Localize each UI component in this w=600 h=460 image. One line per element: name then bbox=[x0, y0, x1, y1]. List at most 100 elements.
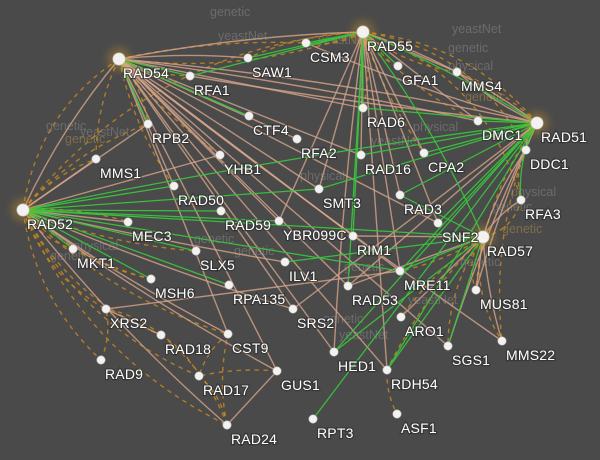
node-MEC3[interactable] bbox=[123, 217, 133, 227]
edge-yeastNet bbox=[22, 58, 120, 211]
node-CST9[interactable] bbox=[223, 329, 233, 339]
node-CTF4[interactable] bbox=[244, 111, 254, 121]
edge-physical bbox=[118, 58, 221, 156]
node-label-RIM1: RIM1 bbox=[357, 242, 391, 258]
edge-genetic bbox=[447, 236, 484, 347]
node-label-RAD16: RAD16 bbox=[365, 161, 411, 177]
edge-physical bbox=[118, 58, 364, 109]
edge-physical bbox=[22, 58, 120, 211]
node-label-CST9: CST9 bbox=[232, 340, 269, 356]
node-RPA135[interactable] bbox=[224, 280, 234, 290]
edge-physical bbox=[118, 58, 294, 310]
watermark-text: yeastNet bbox=[339, 328, 389, 342]
node-ILV1[interactable] bbox=[280, 257, 290, 267]
edge-genetic bbox=[360, 122, 538, 156]
edge-genetic bbox=[22, 209, 484, 238]
edge-genetic bbox=[333, 236, 484, 353]
node-RAD51[interactable] bbox=[530, 116, 544, 130]
node-YBR099C[interactable] bbox=[274, 216, 284, 226]
node-MMS4[interactable] bbox=[452, 67, 462, 77]
node-MRE11[interactable] bbox=[395, 266, 405, 276]
node-RAD54[interactable] bbox=[112, 52, 126, 66]
edge-genetic bbox=[362, 31, 484, 238]
node-DDC1[interactable] bbox=[521, 145, 531, 155]
node-SAW1[interactable] bbox=[243, 53, 253, 63]
edge-layer-genetic bbox=[22, 31, 538, 420]
node-SGS1[interactable] bbox=[443, 341, 453, 351]
node-SMT3[interactable] bbox=[314, 184, 324, 194]
node-GUS1[interactable] bbox=[272, 366, 282, 376]
edge-physical bbox=[333, 31, 364, 353]
node-CPA2[interactable] bbox=[419, 148, 429, 158]
node-SLX5[interactable] bbox=[191, 246, 201, 256]
node-RAD16[interactable] bbox=[356, 150, 366, 160]
node-RAD50[interactable] bbox=[169, 181, 179, 191]
node-GFA1[interactable] bbox=[393, 61, 403, 71]
node-MMS1[interactable] bbox=[91, 154, 101, 164]
node-RPT3[interactable] bbox=[308, 414, 318, 424]
edge-yeastNet bbox=[482, 199, 522, 238]
node-label-MRE11: MRE11 bbox=[404, 277, 451, 293]
node-SRS2[interactable] bbox=[288, 304, 298, 314]
node-RFA2[interactable] bbox=[292, 134, 302, 144]
edge-yeastNet bbox=[470, 236, 484, 291]
node-MMS22[interactable] bbox=[497, 336, 507, 346]
edge-genetic bbox=[399, 122, 538, 272]
node-SNF2[interactable] bbox=[433, 218, 443, 228]
node-label-CTF4: CTF4 bbox=[253, 122, 289, 138]
node-RAD53[interactable] bbox=[343, 281, 353, 291]
edge-yeastNet bbox=[22, 209, 102, 361]
node-MUS81[interactable] bbox=[471, 285, 481, 295]
node-label-HED1: HED1 bbox=[338, 358, 376, 374]
node-label-MUS81: MUS81 bbox=[480, 296, 528, 312]
node-label-SMT3: SMT3 bbox=[323, 195, 361, 211]
node-RPB2[interactable] bbox=[143, 119, 153, 129]
node-label-RDH54: RDH54 bbox=[391, 376, 438, 392]
node-label-SRS2: SRS2 bbox=[297, 315, 334, 331]
edge-genetic bbox=[362, 107, 538, 124]
edge-yeastNet bbox=[198, 375, 228, 426]
node-RAD57[interactable] bbox=[476, 230, 490, 244]
node-RAD6[interactable] bbox=[358, 103, 368, 113]
edge-physical bbox=[118, 31, 364, 60]
node-ASF1[interactable] bbox=[392, 409, 402, 419]
node-YHB1[interactable] bbox=[215, 150, 225, 160]
edge-physical bbox=[347, 236, 484, 287]
edge-genetic bbox=[189, 31, 364, 77]
node-label-RAD57: RAD57 bbox=[487, 243, 533, 259]
node-RAD18[interactable] bbox=[156, 330, 166, 340]
node-RDH54[interactable] bbox=[382, 365, 392, 375]
node-RAD52[interactable] bbox=[16, 203, 30, 217]
node-DMC1[interactable] bbox=[473, 116, 483, 126]
node-RAD24[interactable] bbox=[222, 420, 232, 430]
edge-genetic bbox=[22, 185, 175, 211]
node-label-MMS4: MMS4 bbox=[461, 78, 502, 94]
node-ARO1[interactable] bbox=[396, 312, 406, 322]
edge-yeastNet bbox=[118, 58, 191, 77]
node-RAD55[interactable] bbox=[356, 25, 370, 39]
node-label-RAD6: RAD6 bbox=[367, 114, 405, 130]
node-RAD9[interactable] bbox=[96, 355, 106, 365]
node-RFA3[interactable] bbox=[516, 195, 526, 205]
edge-physical bbox=[118, 58, 320, 190]
node-label-ARO1: ARO1 bbox=[405, 323, 444, 339]
node-RAD17[interactable] bbox=[194, 371, 204, 381]
node-RAD3[interactable] bbox=[395, 190, 405, 200]
edge-yeastNet bbox=[95, 58, 120, 160]
edge-physical bbox=[118, 54, 249, 60]
node-MKT1[interactable] bbox=[68, 244, 78, 254]
node-HED1[interactable] bbox=[329, 347, 339, 357]
node-RIM1[interactable] bbox=[348, 231, 358, 241]
node-RAD59[interactable] bbox=[216, 206, 226, 216]
edge-physical bbox=[118, 58, 229, 335]
node-XRS2[interactable] bbox=[101, 304, 111, 314]
edge-genetic bbox=[22, 209, 230, 286]
node-CSM3[interactable] bbox=[301, 38, 311, 48]
node-MSH6[interactable] bbox=[146, 274, 156, 284]
node-label-RAD18: RAD18 bbox=[165, 341, 211, 357]
node-RFA1[interactable] bbox=[185, 71, 195, 81]
edge-yeastNet bbox=[22, 209, 107, 310]
node-label-MKT1: MKT1 bbox=[77, 255, 115, 271]
